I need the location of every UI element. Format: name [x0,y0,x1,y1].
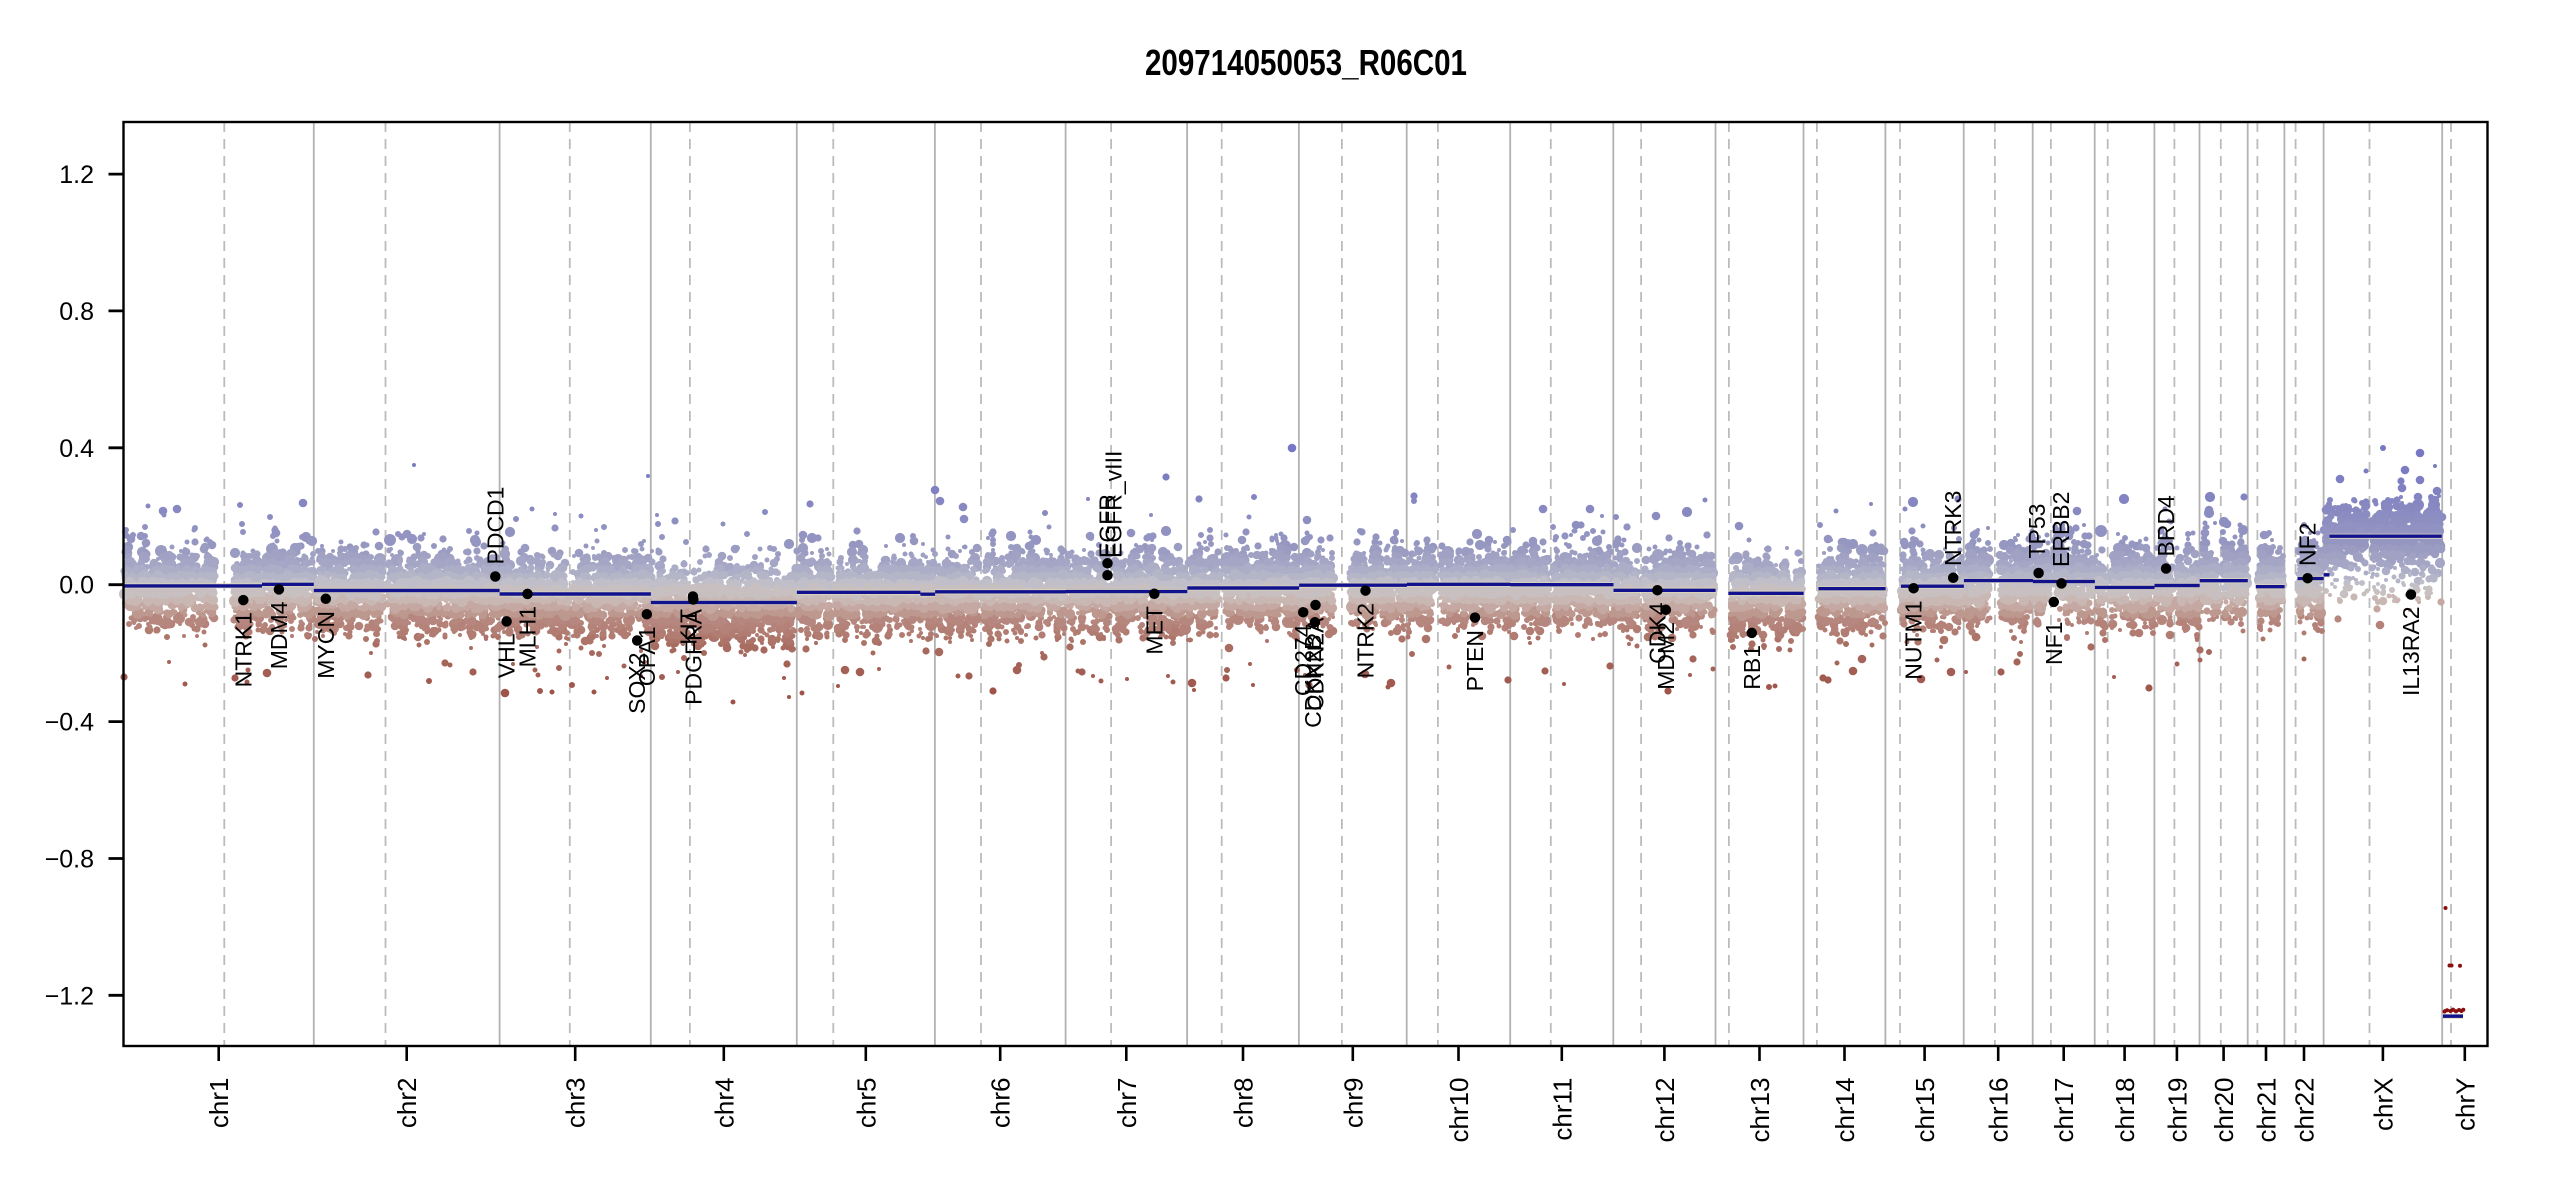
svg-text:NTRK2: NTRK2 [1353,603,1379,678]
svg-text:TP53: TP53 [2024,504,2050,559]
svg-text:MDM4: MDM4 [266,601,292,669]
svg-text:NF2: NF2 [2295,523,2321,566]
svg-text:chr16: chr16 [1984,1078,2014,1143]
svg-text:OPA1: OPA1 [634,627,660,687]
svg-text:chr15: chr15 [1910,1078,1940,1143]
svg-text:209714050053_R06C01: 209714050053_R06C01 [1145,42,1467,83]
svg-text:CDKN2B: CDKN2B [1300,635,1326,728]
svg-text:chrX: chrX [2368,1078,2398,1131]
svg-text:PDCD1: PDCD1 [482,487,508,565]
svg-text:NUTM1: NUTM1 [1901,601,1927,680]
svg-text:chr21: chr21 [2252,1078,2282,1143]
svg-text:chr5: chr5 [851,1078,881,1129]
svg-text:chr10: chr10 [1444,1078,1474,1143]
svg-text:chr1: chr1 [204,1078,234,1129]
svg-text:KIT: KIT [676,609,702,645]
svg-text:RB1: RB1 [1739,645,1765,690]
svg-text:CDKN2A: CDKN2A [1303,617,1329,711]
svg-text:MLH1: MLH1 [515,606,541,667]
svg-text:SOX2: SOX2 [624,653,650,714]
svg-text:chr7: chr7 [1112,1078,1142,1129]
svg-text:BRD4: BRD4 [2153,495,2179,557]
svg-text:0.0: 0.0 [59,572,94,600]
svg-text:EGFR: EGFR [1095,494,1121,558]
svg-text:chr12: chr12 [1650,1078,1680,1143]
svg-text:VHL: VHL [494,633,520,678]
svg-text:chr20: chr20 [2209,1078,2239,1143]
svg-text:chr14: chr14 [1830,1078,1860,1143]
svg-text:MET: MET [1141,606,1167,655]
svg-text:MDM2: MDM2 [1653,622,1679,690]
svg-text:chr22: chr22 [2290,1078,2320,1143]
svg-text:chrY: chrY [2450,1078,2480,1131]
svg-text:−0.8: −0.8 [45,846,94,874]
svg-text:chr8: chr8 [1229,1078,1259,1129]
svg-text:NTRK1: NTRK1 [230,612,256,687]
svg-text:0.8: 0.8 [59,298,94,326]
svg-text:chr18: chr18 [2110,1078,2140,1143]
svg-text:CDK4: CDK4 [1644,602,1670,664]
svg-text:−1.2: −1.2 [45,982,94,1010]
svg-text:chr4: chr4 [709,1078,739,1129]
svg-text:PTEN: PTEN [1462,630,1488,691]
svg-text:chr13: chr13 [1745,1078,1775,1143]
svg-text:PDGFRA: PDGFRA [681,608,707,705]
svg-text:IL13RA2: IL13RA2 [2398,607,2424,697]
svg-text:ERBB2: ERBB2 [2048,492,2074,567]
svg-text:1.2: 1.2 [59,161,94,189]
svg-text:chr2: chr2 [392,1078,422,1129]
svg-text:CD274: CD274 [1290,624,1316,696]
svg-text:chr9: chr9 [1338,1078,1368,1129]
svg-text:MYCN: MYCN [313,611,339,679]
svg-text:NF1: NF1 [2041,622,2067,665]
svg-text:chr19: chr19 [2162,1078,2192,1143]
svg-text:chr6: chr6 [986,1078,1016,1129]
svg-text:EGFR_vIII: EGFR_vIII [1101,451,1127,558]
svg-text:chr11: chr11 [1547,1078,1577,1141]
svg-text:chr17: chr17 [2049,1078,2079,1143]
svg-text:−0.4: −0.4 [45,709,94,737]
svg-text:NTRK3: NTRK3 [1940,491,1966,566]
svg-text:chr3: chr3 [561,1078,591,1129]
svg-text:0.4: 0.4 [59,435,94,463]
